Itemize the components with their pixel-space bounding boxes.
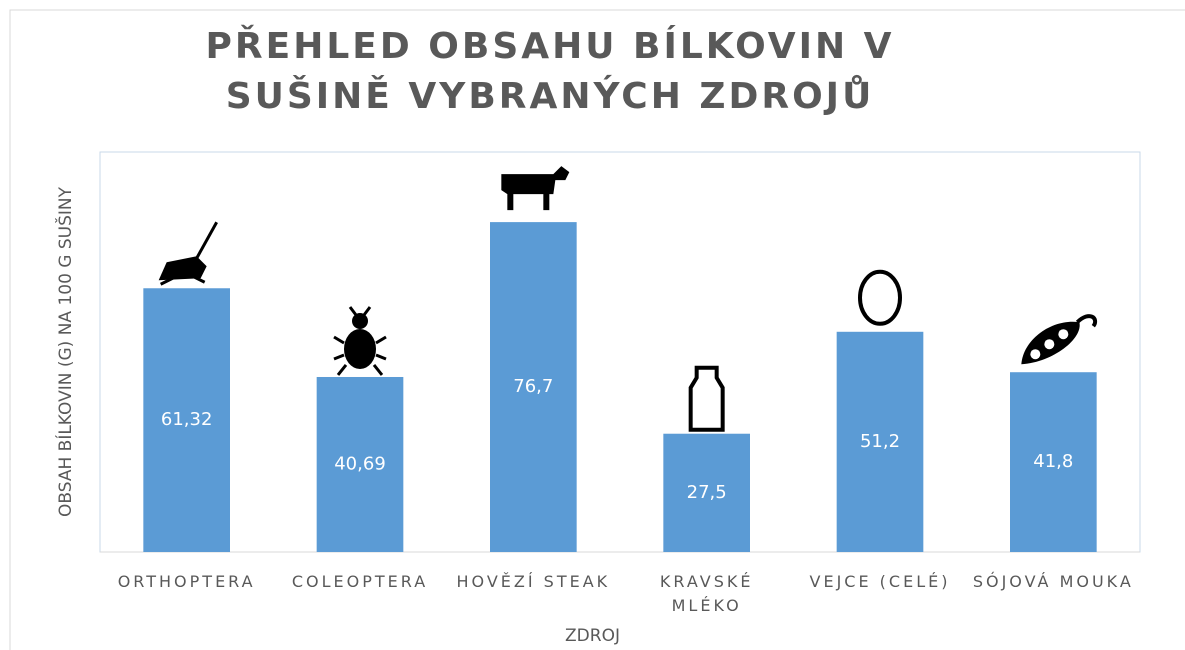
x-tick-label: VEJCE (CELÉ) — [809, 572, 951, 591]
plot-frame — [99, 151, 1141, 553]
bar — [836, 331, 924, 552]
bar — [663, 433, 750, 552]
icon-part — [501, 166, 570, 211]
chart-frame — [9, 9, 1185, 650]
value-label: 40,69 — [334, 453, 386, 474]
icon-part — [191, 274, 206, 284]
icon-part — [352, 312, 368, 329]
value-label: 76,7 — [513, 376, 553, 397]
bar — [490, 222, 577, 552]
chart-title: PŘEHLED OBSAHU BÍLKOVIN V SUŠINĚ VYBRANÝ… — [205, 26, 895, 117]
icon-part — [1044, 339, 1055, 350]
icon-part — [344, 328, 376, 369]
bar — [143, 288, 230, 552]
bar — [1010, 372, 1097, 552]
x-tick-label: COLEOPTERA — [291, 572, 429, 591]
icon-part — [195, 221, 218, 259]
icon-part — [333, 306, 387, 376]
icon — [501, 166, 570, 211]
value-label: 61,32 — [161, 409, 213, 430]
x-tick-label: KRAVSKÉ MLÉKO — [659, 572, 754, 615]
icon — [858, 269, 902, 326]
x-axis-label: ZDROJ — [565, 626, 620, 646]
icon-part — [158, 256, 207, 281]
value-label: 51,2 — [860, 431, 900, 452]
x-tick-label: ORTHOPTERA — [117, 572, 256, 591]
icon-part — [858, 269, 902, 326]
icon — [333, 306, 387, 376]
value-label: 27,5 — [687, 482, 727, 503]
x-tick-label: SÓJOVÁ MOUKA — [972, 572, 1134, 591]
icon-part — [159, 274, 178, 286]
icon — [158, 221, 218, 286]
x-tick-label: HOVĚZÍ STEAK — [456, 572, 611, 591]
value-label: 41,8 — [1033, 451, 1073, 472]
y-axis-label: OBSAH BÍLKOVIN (G) NA 100 G SUŠINY — [54, 186, 76, 517]
icon-part — [688, 365, 725, 432]
icon — [1021, 314, 1098, 365]
icon-part — [1058, 329, 1069, 340]
icon-part — [1030, 349, 1041, 360]
icon-part — [1075, 314, 1098, 328]
bar — [316, 376, 404, 552]
icon — [688, 365, 725, 432]
